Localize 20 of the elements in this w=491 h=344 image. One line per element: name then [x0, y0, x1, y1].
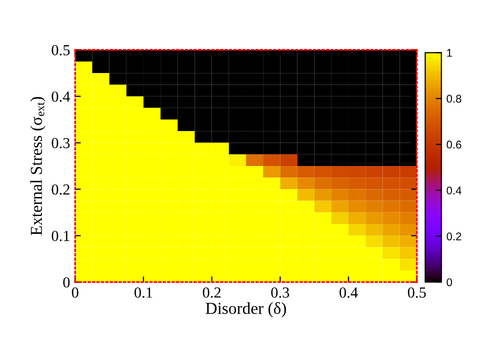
- color-bar-label: 0.8: [446, 94, 462, 103]
- color-bar-label: 0: [446, 278, 452, 286]
- x-axis-title: Disorder (δ): [206, 302, 286, 318]
- x-tick-label: 0: [72, 287, 78, 298]
- y-tick-label: 0.2: [52, 184, 70, 195]
- y-tick-label: 0.5: [52, 45, 70, 56]
- x-tick-label: 0.5: [408, 287, 426, 298]
- y-tick-label: 0.4: [52, 91, 70, 102]
- color-bar-label: 1: [447, 49, 452, 57]
- y-tick-label: 0.3: [52, 138, 70, 148]
- y-axis-title: External Stress (σ$_{ext}$): [30, 97, 46, 236]
- color-bar-label: 0.6: [446, 140, 462, 149]
- x-tick-label: 0.1: [134, 287, 152, 298]
- color-bar-label: 0.4: [446, 186, 462, 194]
- color-bar-label: 0.2: [446, 232, 462, 240]
- y-tick-label: 0: [63, 277, 70, 288]
- x-tick-label: 0.2: [202, 287, 221, 298]
- y-tick-label: 0.1: [52, 230, 70, 242]
- x-tick-label: 0.3: [271, 287, 290, 298]
- x-tick-label: 0.4: [340, 287, 358, 298]
